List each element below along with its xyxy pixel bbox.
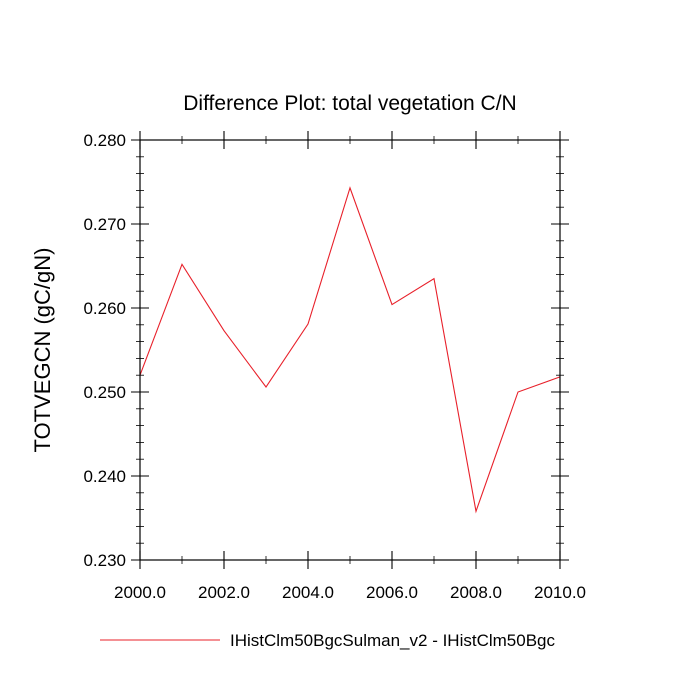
x-tick-label: 2000.0 [114,583,166,602]
y-tick-label: 0.240 [83,467,126,486]
y-tick-labels: 0.230 0.240 0.250 0.260 0.270 0.280 [83,131,126,570]
x-tick-label: 2010.0 [534,583,586,602]
y-minor-ticks [136,156,564,544]
y-axis-label: TOTVEGCN (gC/gN) [30,248,55,453]
x-major-ticks [139,131,561,569]
legend: IHistClm50BgcSulman_v2 - IHistClm50Bgc [100,631,555,650]
x-tick-labels: 2000.0 2002.0 2004.0 2006.0 2008.0 2010.0 [114,583,586,602]
y-major-ticks [131,139,569,561]
chart-title: Difference Plot: total vegetation C/N [183,92,516,115]
x-tick-label: 2008.0 [450,583,502,602]
plot-frame [139,139,561,561]
series-line [139,186,561,514]
x-tick-label: 2006.0 [366,583,418,602]
y-tick-label: 0.230 [83,551,126,570]
y-tick-label: 0.260 [83,299,126,318]
x-tick-label: 2002.0 [198,583,250,602]
x-minor-ticks [181,136,519,564]
y-tick-label: 0.250 [83,383,126,402]
x-tick-label: 2004.0 [282,583,334,602]
y-tick-label: 0.280 [83,131,126,150]
y-tick-label: 0.270 [83,215,126,234]
legend-label: IHistClm50BgcSulman_v2 - IHistClm50Bgc [230,631,555,650]
